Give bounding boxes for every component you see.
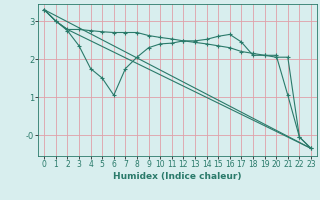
X-axis label: Humidex (Indice chaleur): Humidex (Indice chaleur) <box>113 172 242 181</box>
